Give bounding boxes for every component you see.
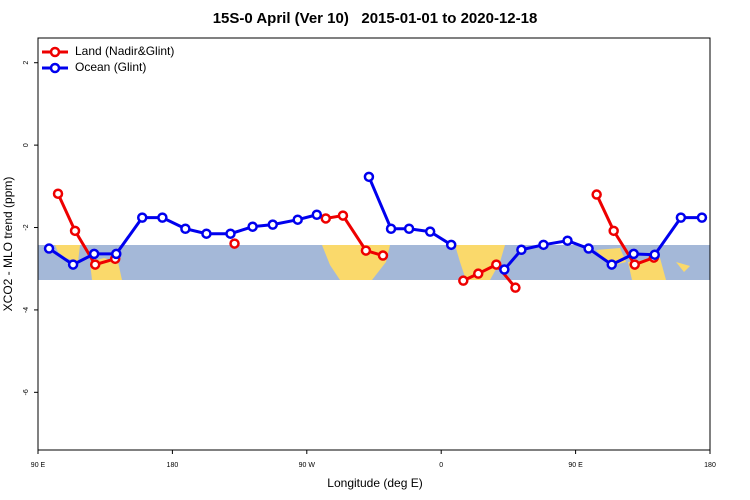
point	[337, 210, 349, 221]
point	[292, 214, 303, 225]
x-tick-label: 90 W	[299, 462, 316, 469]
point	[562, 235, 573, 246]
point	[608, 225, 619, 237]
point	[320, 213, 332, 224]
point	[628, 248, 639, 260]
point	[180, 223, 191, 235]
point	[89, 259, 101, 270]
point	[385, 223, 397, 235]
point	[516, 244, 527, 256]
point	[629, 259, 640, 270]
point	[472, 268, 484, 279]
x-tick-label: 0	[439, 462, 443, 469]
point	[67, 259, 79, 270]
legend-label: Ocean (Glint)	[75, 60, 146, 74]
point	[696, 212, 708, 223]
legend-label: Land (Nadir&Glint)	[75, 44, 174, 58]
point	[606, 259, 617, 270]
point	[649, 249, 660, 260]
point	[360, 245, 372, 256]
legend-marker	[49, 46, 61, 58]
point	[510, 282, 521, 293]
y-tick-label: -4	[23, 307, 30, 313]
point	[583, 243, 594, 254]
y-tick-label: -2	[23, 224, 30, 230]
point	[267, 219, 279, 230]
point	[225, 228, 236, 239]
point	[311, 209, 323, 220]
x-tick-label: 180	[167, 462, 179, 469]
point	[136, 212, 148, 223]
point	[201, 228, 212, 239]
y-tick-label: -6	[23, 389, 30, 395]
point	[111, 248, 122, 260]
plot-frame	[37, 37, 711, 451]
x-axis-label: Longitude (deg E)	[327, 476, 422, 490]
point	[247, 221, 258, 232]
y-tick-label: 2	[23, 61, 30, 65]
point	[403, 223, 415, 235]
x-tick-label: 90 E	[568, 462, 583, 469]
point	[88, 248, 100, 260]
point	[538, 239, 549, 251]
point	[52, 188, 64, 199]
point	[591, 189, 602, 200]
point	[675, 212, 687, 223]
point	[445, 239, 457, 251]
point	[377, 250, 389, 261]
point	[363, 171, 375, 183]
x-tick-label: 180	[704, 462, 716, 469]
point	[458, 275, 469, 286]
series-line	[56, 193, 655, 289]
point	[69, 225, 81, 237]
x-tick-label: 90 E	[31, 462, 46, 469]
point	[229, 238, 240, 249]
point	[43, 243, 55, 254]
point	[424, 226, 436, 237]
y-tick-label: 0	[23, 143, 30, 147]
y-axis-label: XCO2 - MLO trend (ppm)	[1, 177, 15, 312]
point	[499, 264, 510, 275]
point	[491, 259, 502, 270]
legend-marker	[49, 62, 61, 74]
point	[157, 212, 168, 223]
chart-title: 15S-0 April (Ver 10) 2015-01-01 to 2020-…	[213, 10, 538, 27]
